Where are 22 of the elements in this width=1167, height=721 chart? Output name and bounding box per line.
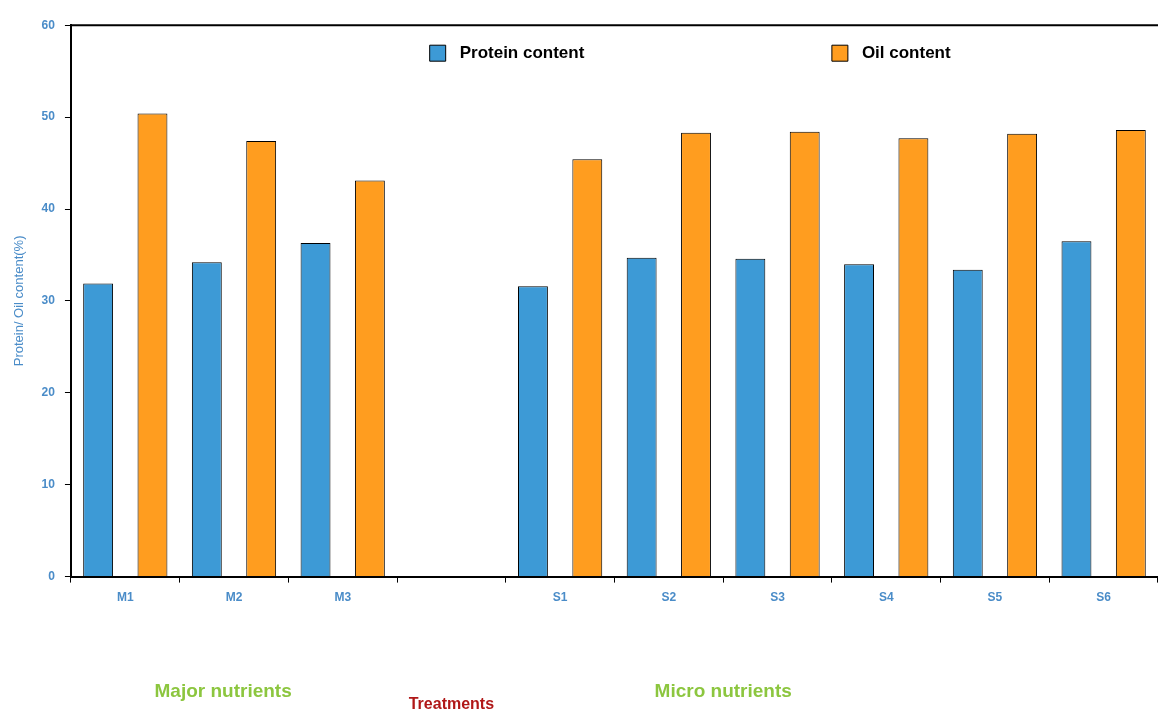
text: Micro nutrients — [654, 679, 792, 701]
legend-label: Oil content — [861, 42, 951, 62]
y-tick-label: 20 — [41, 385, 56, 400]
y-axis-title: Protein/ Oil content(%) — [11, 235, 27, 367]
y-tick-label: 50 — [41, 109, 56, 124]
x-tick-label: M2 — [225, 590, 243, 605]
x-tick-label: M3 — [334, 590, 352, 605]
x-tick-label: S4 — [878, 590, 894, 605]
y-tick-label: 60 — [41, 17, 56, 32]
x-tick-label: S5 — [987, 590, 1003, 605]
text: Major nutrients — [154, 679, 292, 701]
y-tick-label: 30 — [41, 293, 56, 308]
x-tick-label: S2 — [661, 590, 677, 605]
x-tick-label: M1 — [116, 590, 134, 605]
legend-label: Protein content — [459, 42, 585, 62]
x-tick-label: S1 — [552, 590, 568, 605]
x-tick-label: S6 — [1096, 590, 1112, 605]
text: Treatments — [408, 695, 495, 713]
x-tick-label: S3 — [770, 590, 786, 605]
y-tick-label: 0 — [48, 568, 56, 583]
y-tick-label: 10 — [41, 477, 56, 492]
y-tick-label: 40 — [41, 201, 56, 216]
